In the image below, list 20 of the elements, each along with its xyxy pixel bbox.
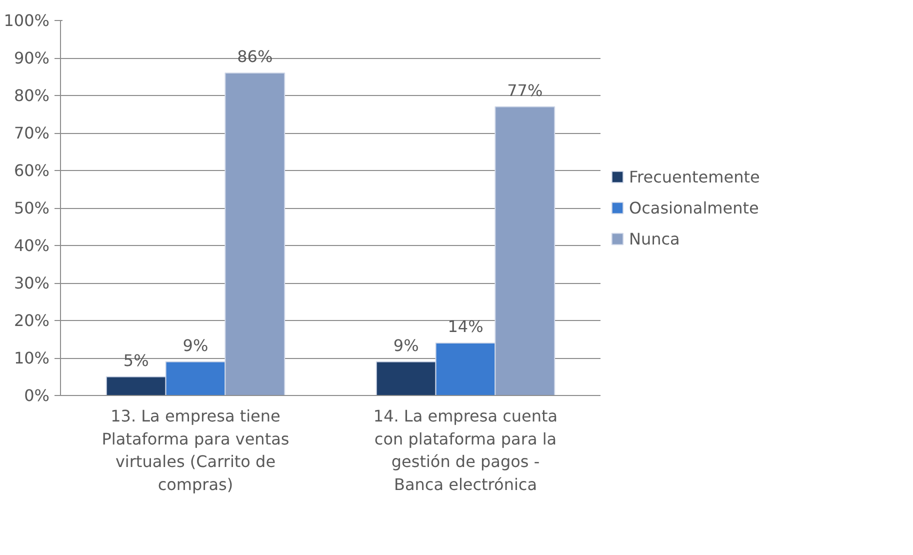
y-tick-label: 10% bbox=[14, 348, 50, 368]
data-label: 9% bbox=[393, 336, 419, 355]
y-tick-label: 20% bbox=[14, 311, 50, 330]
y-tick-label: 90% bbox=[14, 48, 50, 68]
y-tick-label: 70% bbox=[14, 124, 50, 142]
y-tick-label: 0% bbox=[24, 386, 50, 405]
data-label: 14% bbox=[448, 317, 484, 336]
y-tick-label: 50% bbox=[14, 198, 50, 218]
data-label: 9% bbox=[182, 336, 208, 355]
legend-label: Ocasionalmente bbox=[629, 198, 759, 217]
legend-label: Nunca bbox=[629, 229, 680, 248]
data-label: 77% bbox=[507, 80, 543, 100]
y-tick-label: 40% bbox=[14, 236, 50, 255]
y-tick-label: 80% bbox=[14, 86, 50, 105]
x-tick-label: 14. La empresa cuenta con plataforma para la gestión de pagos - Banca electrónica bbox=[373, 406, 558, 494]
x-tick-label: 13. La empresa tiene Plataforma para ventas virtuales (Carrito de compras) bbox=[102, 406, 290, 494]
y-tick-label: 100% bbox=[4, 11, 50, 30]
legend-label: Frecuentemente bbox=[629, 167, 760, 186]
y-tick-label: 60% bbox=[14, 161, 50, 180]
y-tick-label: 30% bbox=[14, 274, 50, 292]
